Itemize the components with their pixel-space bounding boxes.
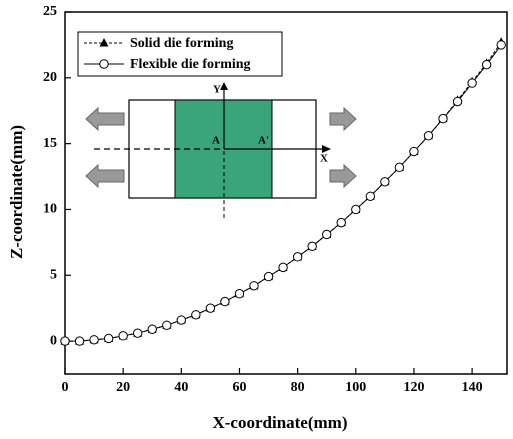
marker (263, 271, 274, 282)
marker (336, 217, 346, 228)
marker (409, 146, 419, 157)
pull-arrow (329, 163, 357, 189)
annotation: A' (258, 135, 269, 147)
plot-frame (64, 11, 508, 375)
legend-marker (99, 59, 109, 69)
marker (234, 289, 245, 299)
x-tick-label: 100 (345, 380, 366, 395)
legend-marker (99, 38, 109, 47)
marker (307, 241, 317, 252)
marker (380, 177, 390, 187)
marker (176, 315, 187, 325)
y-tick-label: 10 (43, 202, 57, 217)
x-tick-label: 40 (174, 380, 188, 395)
x-axis-title: X-coordinate(mm) (212, 413, 347, 432)
x-tick-label: 80 (291, 380, 305, 395)
marker (278, 262, 288, 273)
y-tick-label: 20 (43, 70, 57, 85)
marker (132, 328, 143, 338)
y-tick-label: 0 (50, 333, 57, 348)
x-tick-label: 140 (462, 380, 483, 395)
marker (191, 310, 201, 320)
inset-diagram: Y X A A' (85, 82, 357, 218)
marker (292, 252, 303, 262)
marker (438, 113, 448, 124)
marker (162, 320, 172, 330)
y-tick-label: 15 (43, 136, 57, 151)
marker (322, 229, 332, 240)
marker (103, 333, 114, 344)
pull-arrow (85, 106, 125, 132)
arrow-head (220, 82, 228, 90)
marker (118, 331, 128, 341)
marker (74, 336, 85, 346)
arrow-head (322, 145, 331, 153)
marker (220, 296, 230, 307)
marker (249, 281, 259, 291)
legend-label: Solid die forming (130, 36, 233, 51)
y-tick-label: 5 (50, 267, 57, 282)
x-tick-label: 20 (116, 380, 130, 395)
legend-box (77, 31, 283, 77)
marker (351, 204, 361, 215)
x-tick-label: 120 (403, 380, 424, 395)
x-tick-label: 60 (232, 380, 246, 395)
marker (147, 324, 157, 334)
x-tick-label: 0 (62, 380, 69, 395)
marker (60, 336, 70, 346)
y-axis-title: Z-coordinate(mm) (7, 125, 26, 259)
pull-arrow (329, 106, 357, 132)
y-tick-label: 25 (43, 4, 57, 19)
marker (365, 191, 376, 201)
marker (481, 59, 492, 70)
marker (394, 162, 405, 173)
legend-label: Flexible die forming (130, 57, 251, 72)
annotation: Y (213, 84, 221, 96)
marker (452, 96, 463, 107)
marker (467, 78, 477, 88)
marker (423, 131, 434, 141)
annotation: A (212, 135, 220, 147)
marker (89, 335, 99, 345)
marker (205, 303, 216, 313)
pull-arrow (85, 163, 125, 189)
annotation: X (320, 153, 328, 165)
marker (496, 40, 506, 50)
